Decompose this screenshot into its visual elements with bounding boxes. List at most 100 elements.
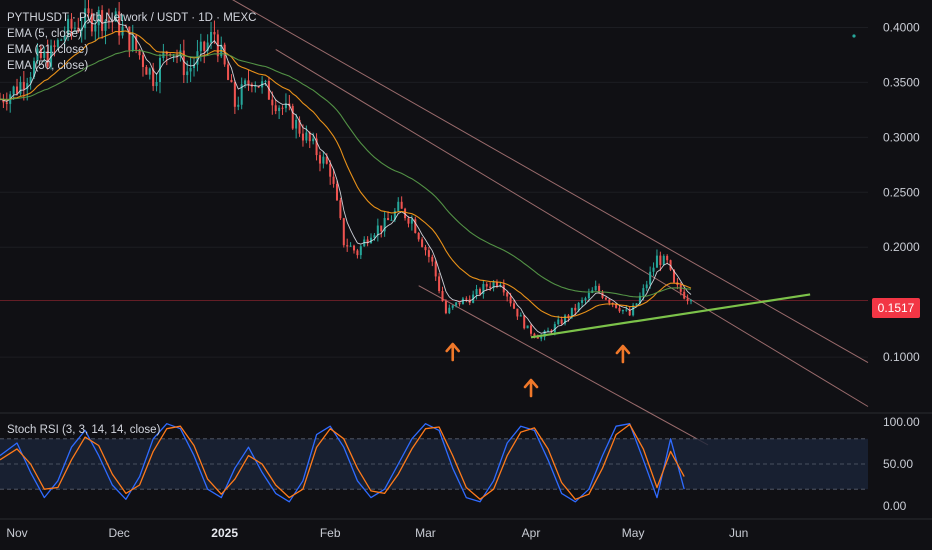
candlestick-series[interactable] (0, 0, 693, 342)
candle-body (141, 55, 144, 68)
candle-body (349, 245, 352, 247)
candle-body (400, 201, 403, 209)
candle-body (346, 245, 349, 247)
candle-body (441, 291, 444, 302)
candle-body (104, 20, 107, 31)
candle-body (298, 119, 301, 134)
candle-body (155, 82, 158, 87)
time-tick-label: Feb (320, 526, 341, 540)
candle-body (322, 156, 325, 164)
candle-body (499, 284, 502, 287)
candle-body (335, 183, 339, 201)
stoch-rsi-title[interactable]: Stoch RSI (3, 3, 14, 14, close) (7, 424, 161, 436)
candle-body (26, 83, 29, 90)
candle-body (560, 319, 563, 324)
candle-body (461, 298, 464, 305)
candle-body (577, 302, 580, 311)
price-tick-label: 0.2000 (883, 240, 920, 254)
stoch-tick-label: 0.00 (883, 499, 907, 513)
candle-body (489, 286, 492, 288)
candle-body (655, 255, 658, 268)
time-tick-label: Nov (6, 526, 27, 540)
candle-body (659, 255, 662, 266)
candle-body (370, 237, 373, 244)
stoch-rsi-pane (0, 423, 868, 503)
candle-body (77, 27, 80, 32)
candle-body (383, 218, 386, 232)
trend-channel (232, 0, 869, 446)
candle-body (618, 307, 621, 312)
channel-line-upper (232, 0, 869, 363)
candle-body (598, 285, 601, 292)
candle-body (148, 68, 151, 75)
candle-body (308, 132, 311, 142)
time-axis[interactable]: Nov Dec 2025 Feb Mar Apr May Jun (6, 526, 748, 540)
candle-body (683, 291, 686, 299)
candle-body (257, 85, 260, 88)
candle-body (2, 99, 5, 103)
candle-body (152, 68, 155, 87)
candle-body (318, 155, 321, 164)
candle-body (495, 281, 498, 287)
candle-body (39, 48, 42, 58)
candle-body (581, 300, 584, 303)
candle-body (390, 219, 393, 221)
candle-body (393, 210, 396, 220)
ema5-label[interactable]: EMA (5, close) (7, 28, 82, 40)
time-tick-label: 2025 (211, 526, 238, 540)
candle-body (387, 218, 390, 221)
candle-body (550, 330, 553, 333)
candle-body (366, 239, 369, 244)
price-axis[interactable]: 0.4000 0.3500 0.3000 0.2500 0.2000 0.1000 (852, 20, 920, 364)
candle-body (213, 32, 216, 35)
candle-body (315, 138, 318, 156)
candle-body (278, 107, 281, 112)
candle-body (625, 309, 628, 311)
ema-lines (0, 17, 692, 334)
candle-body (90, 13, 93, 32)
candle-body (284, 103, 287, 109)
candle-body (649, 271, 652, 285)
up-arrow-icon (615, 344, 631, 364)
price-grid (0, 26, 932, 520)
candle-body (223, 44, 226, 65)
candle-body (373, 235, 376, 238)
candle-body (540, 336, 543, 339)
price-tick-label: 0.3500 (883, 75, 920, 89)
time-tick-label: Jun (729, 526, 748, 540)
candle-body (662, 255, 665, 266)
ema21-label[interactable]: EMA (21, close) (7, 44, 89, 56)
candle-body (182, 50, 185, 76)
candle-body (645, 284, 648, 289)
candle-body (424, 246, 427, 251)
candle-body (114, 11, 117, 22)
candle-body (543, 330, 546, 337)
candle-body (516, 308, 519, 317)
candle-body (101, 10, 104, 31)
candle-body (421, 239, 424, 247)
ema50-label[interactable]: EMA (50, close) (7, 60, 89, 72)
stoch-tick-label: 50.00 (883, 457, 913, 471)
time-tick-label: May (622, 526, 645, 540)
arrow-markers (445, 342, 631, 398)
candle-body (94, 25, 97, 32)
candle-body (455, 302, 458, 306)
channel-line-lower (418, 285, 709, 446)
candle-body (186, 71, 189, 76)
candle-body (574, 307, 577, 311)
candle-body (485, 284, 488, 287)
price-tick-label: 0.4000 (883, 20, 920, 34)
candle-body (19, 81, 22, 94)
up-arrow-icon (523, 378, 539, 398)
candle-body (240, 84, 243, 105)
candle-body (526, 325, 529, 329)
candle-body (264, 81, 267, 83)
candle-body (15, 86, 19, 94)
candle-body (615, 303, 618, 308)
ema5-line (0, 17, 692, 334)
symbol-title[interactable]: PYTHUSDT · Pyth Network / USDT · 1D · ME… (7, 12, 257, 24)
candle-body (557, 319, 560, 325)
candle-body (67, 18, 70, 36)
candle-body (632, 305, 635, 316)
